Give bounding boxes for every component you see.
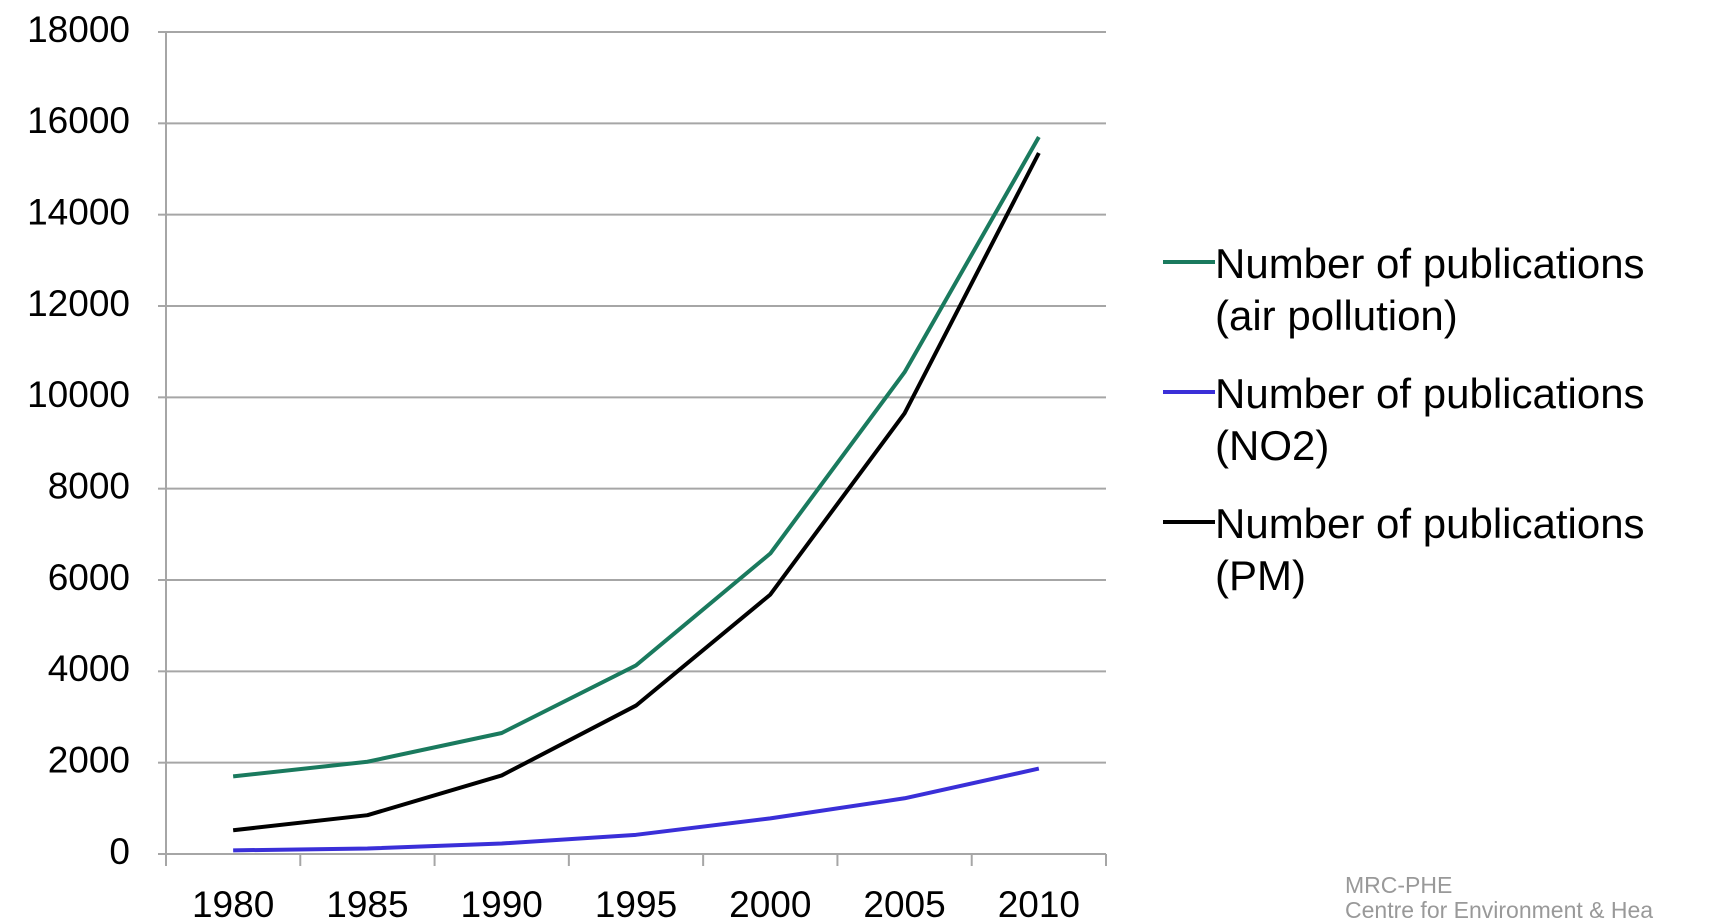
y-tick-label: 18000 — [27, 9, 130, 50]
x-tick-label: 1995 — [595, 884, 677, 923]
x-tick-label: 1985 — [326, 884, 408, 923]
footer-centre: Centre for Environment & Hea — [1345, 897, 1654, 923]
y-tick-label: 8000 — [48, 465, 130, 506]
legend-item: Number of publications (PM) — [1163, 498, 1685, 602]
y-tick-label: 14000 — [27, 191, 130, 232]
series-line — [232, 136, 1041, 779]
x-tick-label: 2000 — [729, 884, 811, 923]
y-tick-label: 10000 — [27, 374, 130, 415]
y-tick-label: 16000 — [27, 100, 130, 141]
legend-swatch — [1163, 520, 1215, 524]
legend-label: Number of publications (PM) — [1215, 500, 1645, 599]
legend-label: Number of publications (NO2) — [1215, 370, 1645, 469]
y-tick-label: 2000 — [48, 739, 130, 780]
legend-swatch — [1163, 390, 1215, 394]
x-tick-label: 1980 — [192, 884, 274, 923]
legend-swatch — [1163, 260, 1215, 264]
legend-item: Number of publications (NO2) — [1163, 368, 1685, 472]
series-line — [233, 766, 1040, 853]
y-tick-label: 6000 — [48, 557, 130, 598]
x-tick-label: 1990 — [461, 884, 543, 923]
y-tick-label: 12000 — [27, 283, 130, 324]
y-tick-label: 0 — [109, 831, 130, 872]
legend-label: Number of publications (air pollution) — [1215, 240, 1645, 339]
y-tick-label: 4000 — [48, 648, 130, 689]
series-line — [232, 152, 1041, 833]
x-tick-label: 2010 — [998, 884, 1080, 923]
footer-org: MRC-PHE — [1345, 872, 1453, 898]
legend-item: Number of publications (air pollution) — [1163, 238, 1685, 342]
x-tick-label: 2005 — [863, 884, 945, 923]
